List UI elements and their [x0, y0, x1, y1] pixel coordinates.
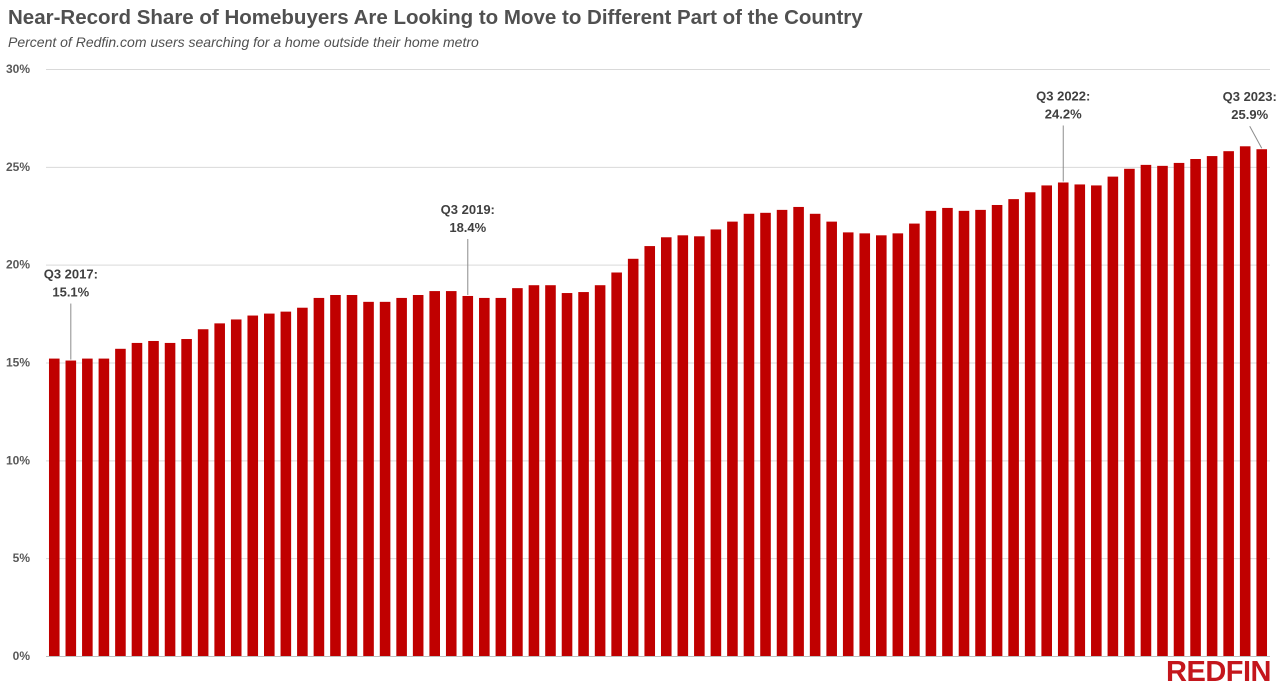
bar [1206, 156, 1218, 657]
y-tick-label: 0% [13, 649, 31, 663]
bar [942, 207, 953, 656]
bar [1256, 149, 1268, 656]
bar [842, 232, 854, 657]
bar [660, 237, 672, 657]
bar [115, 348, 126, 656]
annotation-label: Q3 2023: [1223, 89, 1277, 104]
bar [1008, 199, 1019, 656]
bar [98, 358, 110, 656]
bar [396, 297, 407, 656]
bar [280, 311, 292, 656]
bar [528, 285, 540, 656]
bar [1173, 162, 1185, 657]
bar [297, 307, 308, 656]
bar [164, 342, 176, 656]
bar [1074, 184, 1086, 656]
redfin-logo: REDFIN [1166, 656, 1271, 688]
bar [826, 221, 837, 656]
annotation-label: Q3 2019: [441, 202, 495, 217]
bar [48, 358, 60, 656]
annotation-label: Q3 2022: [1036, 88, 1090, 103]
annotation-label: Q3 2017: [44, 267, 98, 282]
bar [627, 258, 639, 656]
bar [1190, 159, 1201, 657]
bar [545, 285, 556, 656]
bar [727, 221, 738, 656]
bar [743, 213, 755, 656]
bar [495, 297, 507, 656]
bar [793, 206, 804, 656]
y-tick-label: 20% [6, 258, 30, 272]
bar [1124, 168, 1135, 657]
bar [578, 292, 589, 656]
chart-subtitle: Percent of Redfin.com users searching fo… [8, 34, 479, 50]
bar [247, 315, 259, 656]
bar [148, 340, 159, 656]
bar [594, 285, 606, 656]
annotation-leader-line [1249, 125, 1263, 149]
bar [760, 212, 771, 656]
bar [958, 210, 970, 656]
bar [1091, 185, 1102, 656]
bar [1057, 182, 1069, 656]
y-tick-label: 25% [6, 160, 30, 174]
bar [412, 294, 424, 656]
bar [264, 313, 275, 656]
bar [1140, 164, 1152, 657]
bar [379, 301, 391, 656]
bar [809, 213, 821, 656]
bar [512, 288, 523, 656]
annotation-value: 15.1% [52, 285, 89, 300]
y-tick-label: 10% [6, 453, 30, 467]
bar [181, 339, 192, 656]
bar [230, 319, 242, 656]
bar [330, 294, 341, 656]
bar [346, 294, 358, 656]
bar [131, 342, 143, 656]
bar [909, 223, 920, 656]
bar [1239, 146, 1251, 656]
bar [677, 235, 689, 657]
bar [991, 204, 1003, 656]
bar [462, 295, 474, 656]
bar [65, 360, 77, 656]
chart-title: Near-Record Share of Homebuyers Are Look… [8, 6, 863, 29]
bar [1157, 165, 1168, 657]
bar [1041, 185, 1052, 656]
annotation-value: 24.2% [1045, 106, 1082, 121]
bar [561, 293, 573, 656]
bar [975, 209, 986, 656]
annotation-value: 18.4% [449, 220, 486, 235]
bar [214, 323, 225, 656]
y-tick-label: 15% [6, 356, 30, 370]
bar [429, 291, 440, 656]
bar [479, 297, 490, 656]
bar [694, 236, 705, 657]
bar [710, 229, 722, 657]
bar [313, 297, 325, 656]
bar [1107, 176, 1119, 656]
bar [644, 246, 656, 656]
bar [445, 291, 457, 656]
bar [1024, 192, 1036, 656]
bar [1223, 151, 1234, 656]
bar [925, 210, 937, 656]
bar [197, 329, 209, 656]
bar [859, 233, 871, 657]
bar [82, 358, 93, 656]
bar [892, 233, 904, 657]
y-tick-label: 30% [6, 62, 30, 76]
y-tick-label: 5% [13, 551, 31, 565]
bar [363, 301, 374, 656]
annotation-value: 25.9% [1231, 107, 1268, 122]
bar [611, 272, 622, 656]
bar [776, 209, 788, 656]
bar [876, 235, 887, 657]
